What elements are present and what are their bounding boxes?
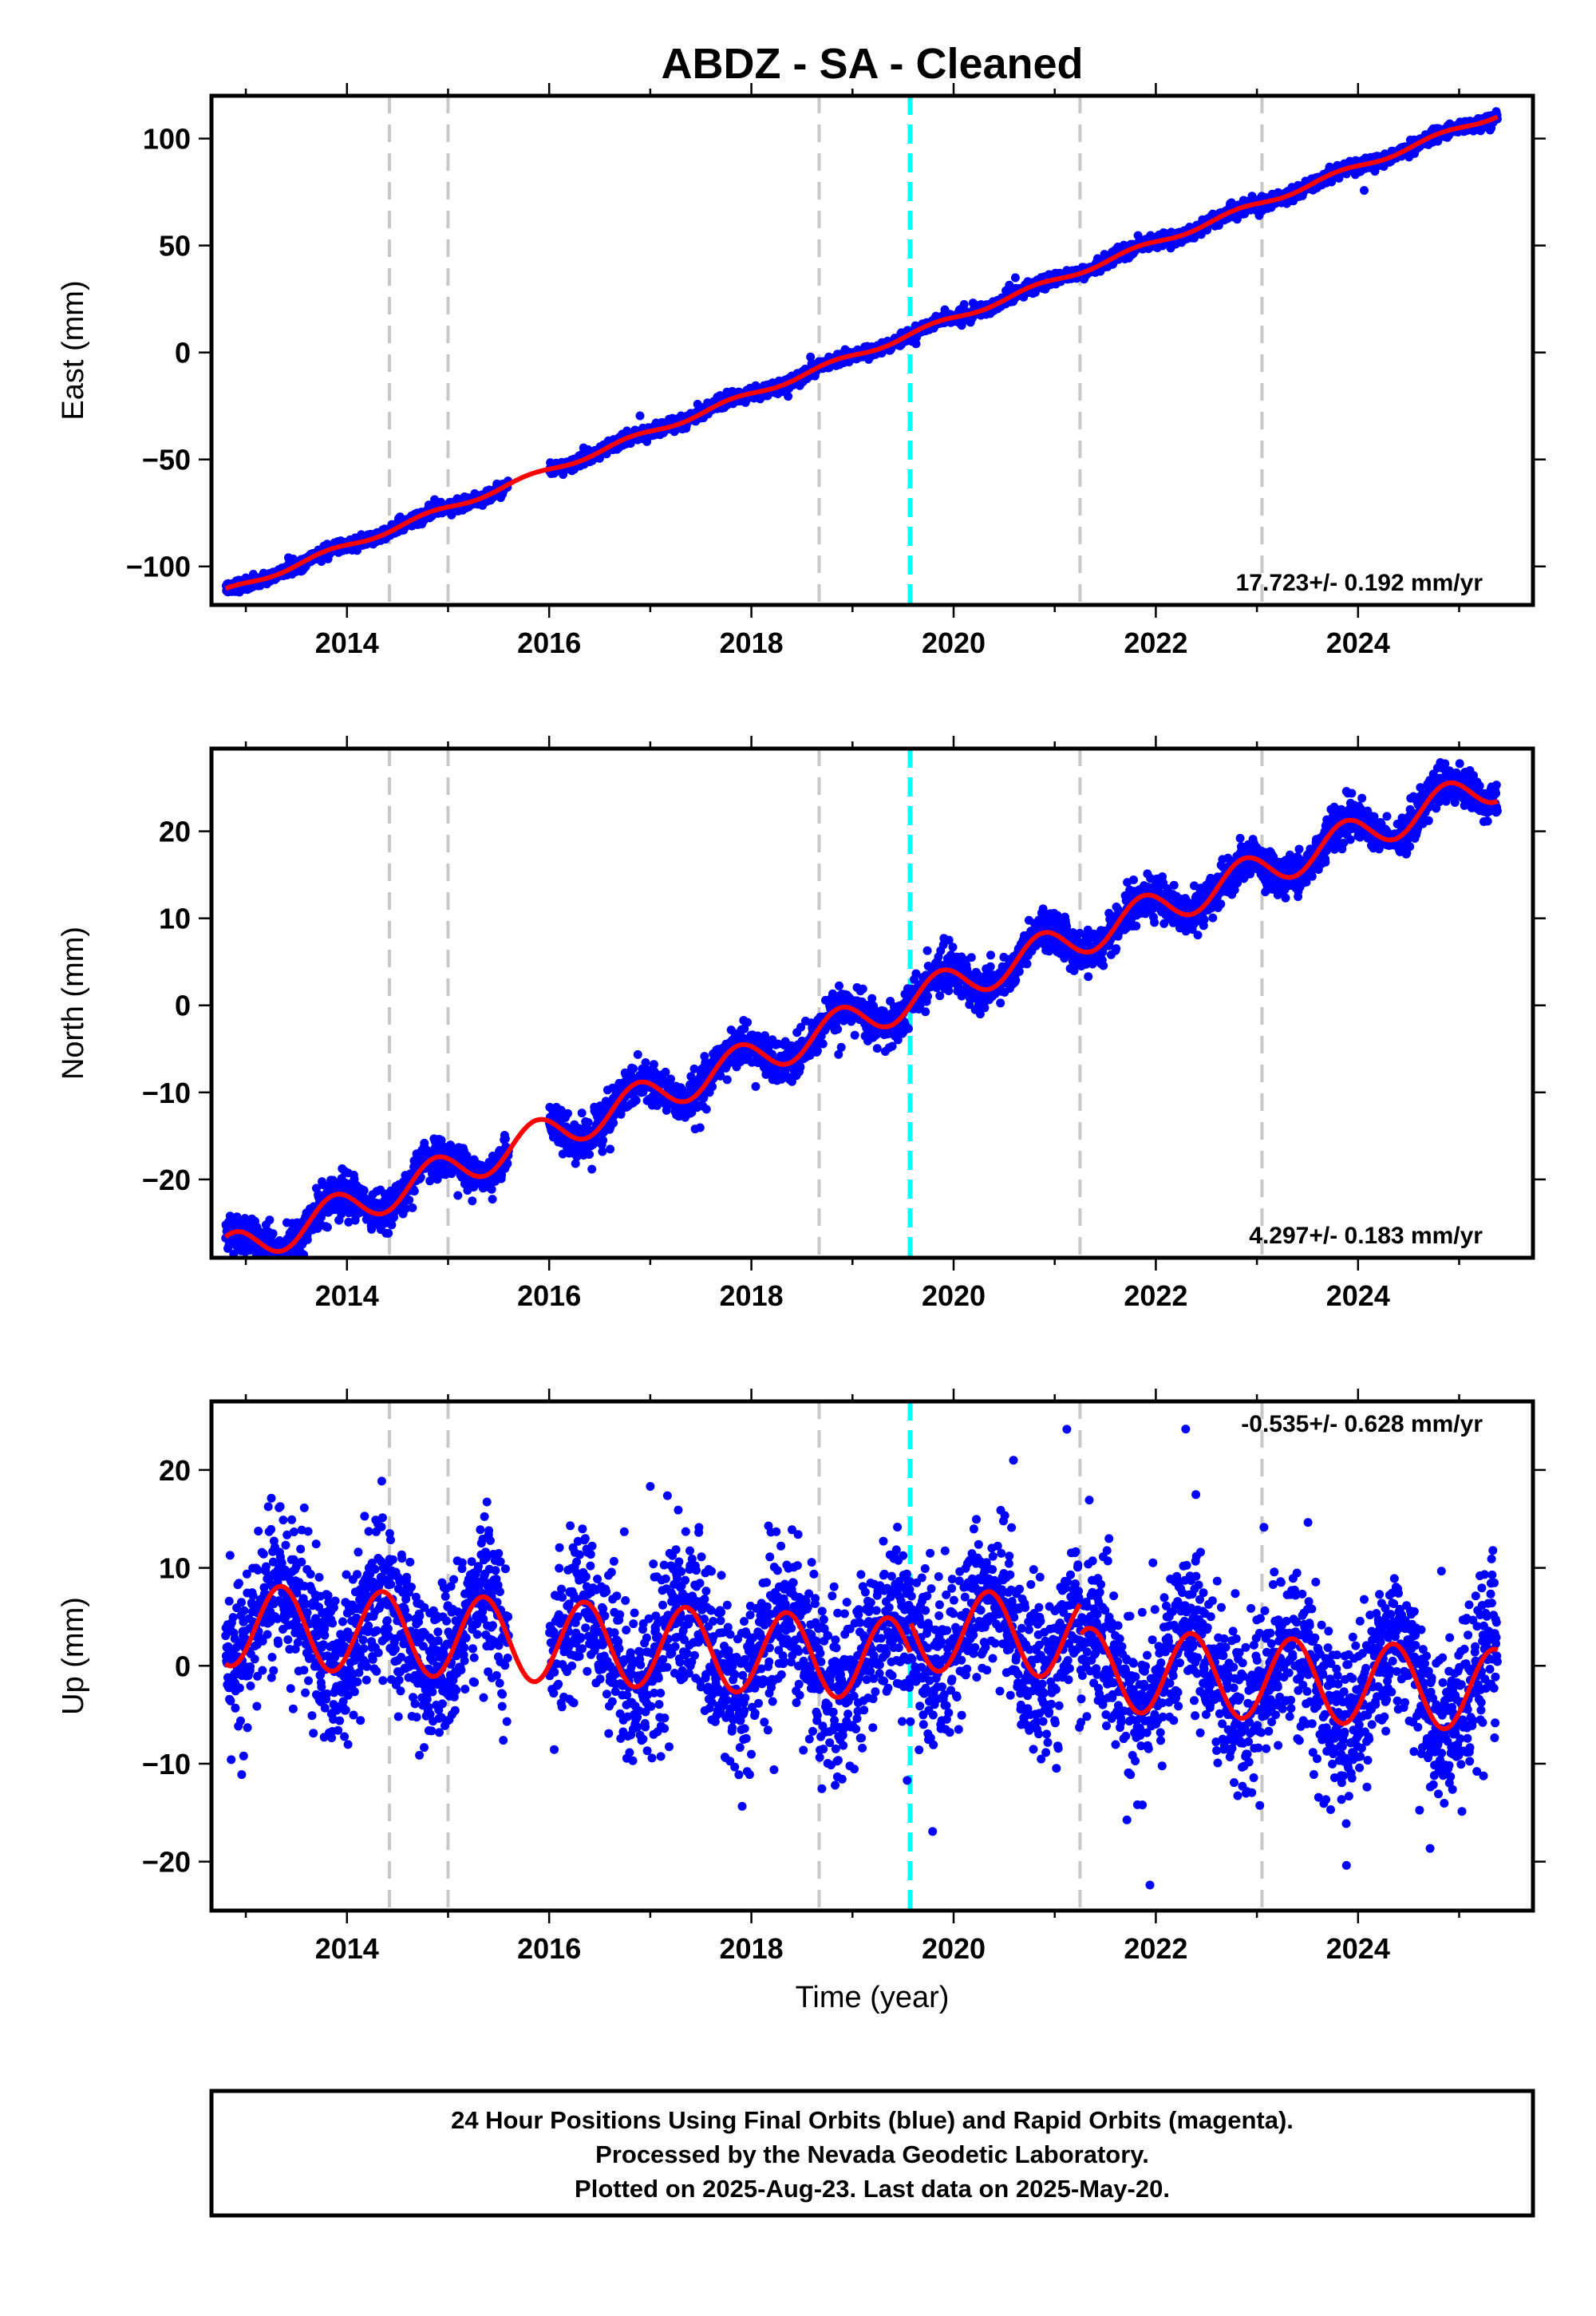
east-y-axis-label: East (mm) — [57, 280, 90, 420]
x-tick-label: 2018 — [720, 626, 784, 659]
data-point — [267, 1261, 275, 1270]
data-point — [279, 1261, 287, 1270]
x-tick-label: 2016 — [517, 626, 581, 659]
data-point — [384, 1228, 393, 1238]
y-tick-label: −100 — [126, 551, 191, 583]
x-tick-label: 2020 — [922, 626, 986, 659]
data-point — [563, 1109, 572, 1118]
data-point — [408, 1203, 417, 1212]
data-point — [1370, 167, 1380, 176]
data-point — [302, 1235, 312, 1244]
data-point — [322, 1223, 332, 1232]
data-point — [468, 1196, 477, 1206]
chart-title: ABDZ - SA - Cleaned — [661, 40, 1083, 88]
east-plot-frame — [209, 93, 1535, 607]
data-point — [265, 1215, 275, 1225]
east-x-tick-labels: 2014 2016 2018 2020 2022 2024 — [315, 626, 1390, 659]
data-point — [487, 1184, 496, 1194]
y-tick-label: 50 — [159, 230, 191, 263]
data-point — [271, 1271, 279, 1280]
data-point — [488, 1195, 497, 1204]
data-point — [453, 1191, 463, 1200]
x-tick-label: 2014 — [315, 626, 379, 659]
data-point — [289, 1275, 298, 1283]
east-y-tick-labels: −100 −50 0 50 100 — [126, 123, 191, 583]
data-point — [1010, 273, 1020, 283]
east-break-lines — [387, 96, 1264, 605]
east-model-curve — [224, 114, 1499, 591]
y-tick-label: 0 — [175, 337, 191, 370]
east-panel: −100 −50 0 50 100 2014 2016 2018 2020 2022 2024 E… — [57, 83, 1546, 659]
east-ticks — [199, 83, 1546, 618]
data-point — [784, 392, 793, 401]
east-rate-label: 17.723+/- 0.192 mm/yr — [1236, 570, 1483, 596]
data-point — [500, 1134, 510, 1144]
data-point — [273, 1259, 282, 1267]
data-point — [405, 1196, 414, 1205]
data-point — [277, 1266, 286, 1275]
data-point — [268, 1229, 278, 1239]
data-point — [261, 1260, 270, 1269]
y-tick-label: 100 — [143, 123, 191, 156]
x-tick-label: 2022 — [1124, 626, 1187, 659]
data-point — [409, 1187, 419, 1196]
data-point — [959, 300, 969, 309]
data-point — [911, 339, 921, 349]
data-point — [240, 1214, 250, 1223]
x-tick-label: 2024 — [1326, 626, 1390, 659]
data-point — [806, 352, 816, 362]
data-point — [1360, 186, 1369, 196]
y-tick-label: −50 — [142, 444, 191, 476]
data-point — [229, 1249, 239, 1258]
data-point — [635, 411, 645, 421]
data-point — [264, 1263, 273, 1272]
north-data-points — [221, 758, 1502, 1283]
data-point — [278, 1263, 286, 1272]
